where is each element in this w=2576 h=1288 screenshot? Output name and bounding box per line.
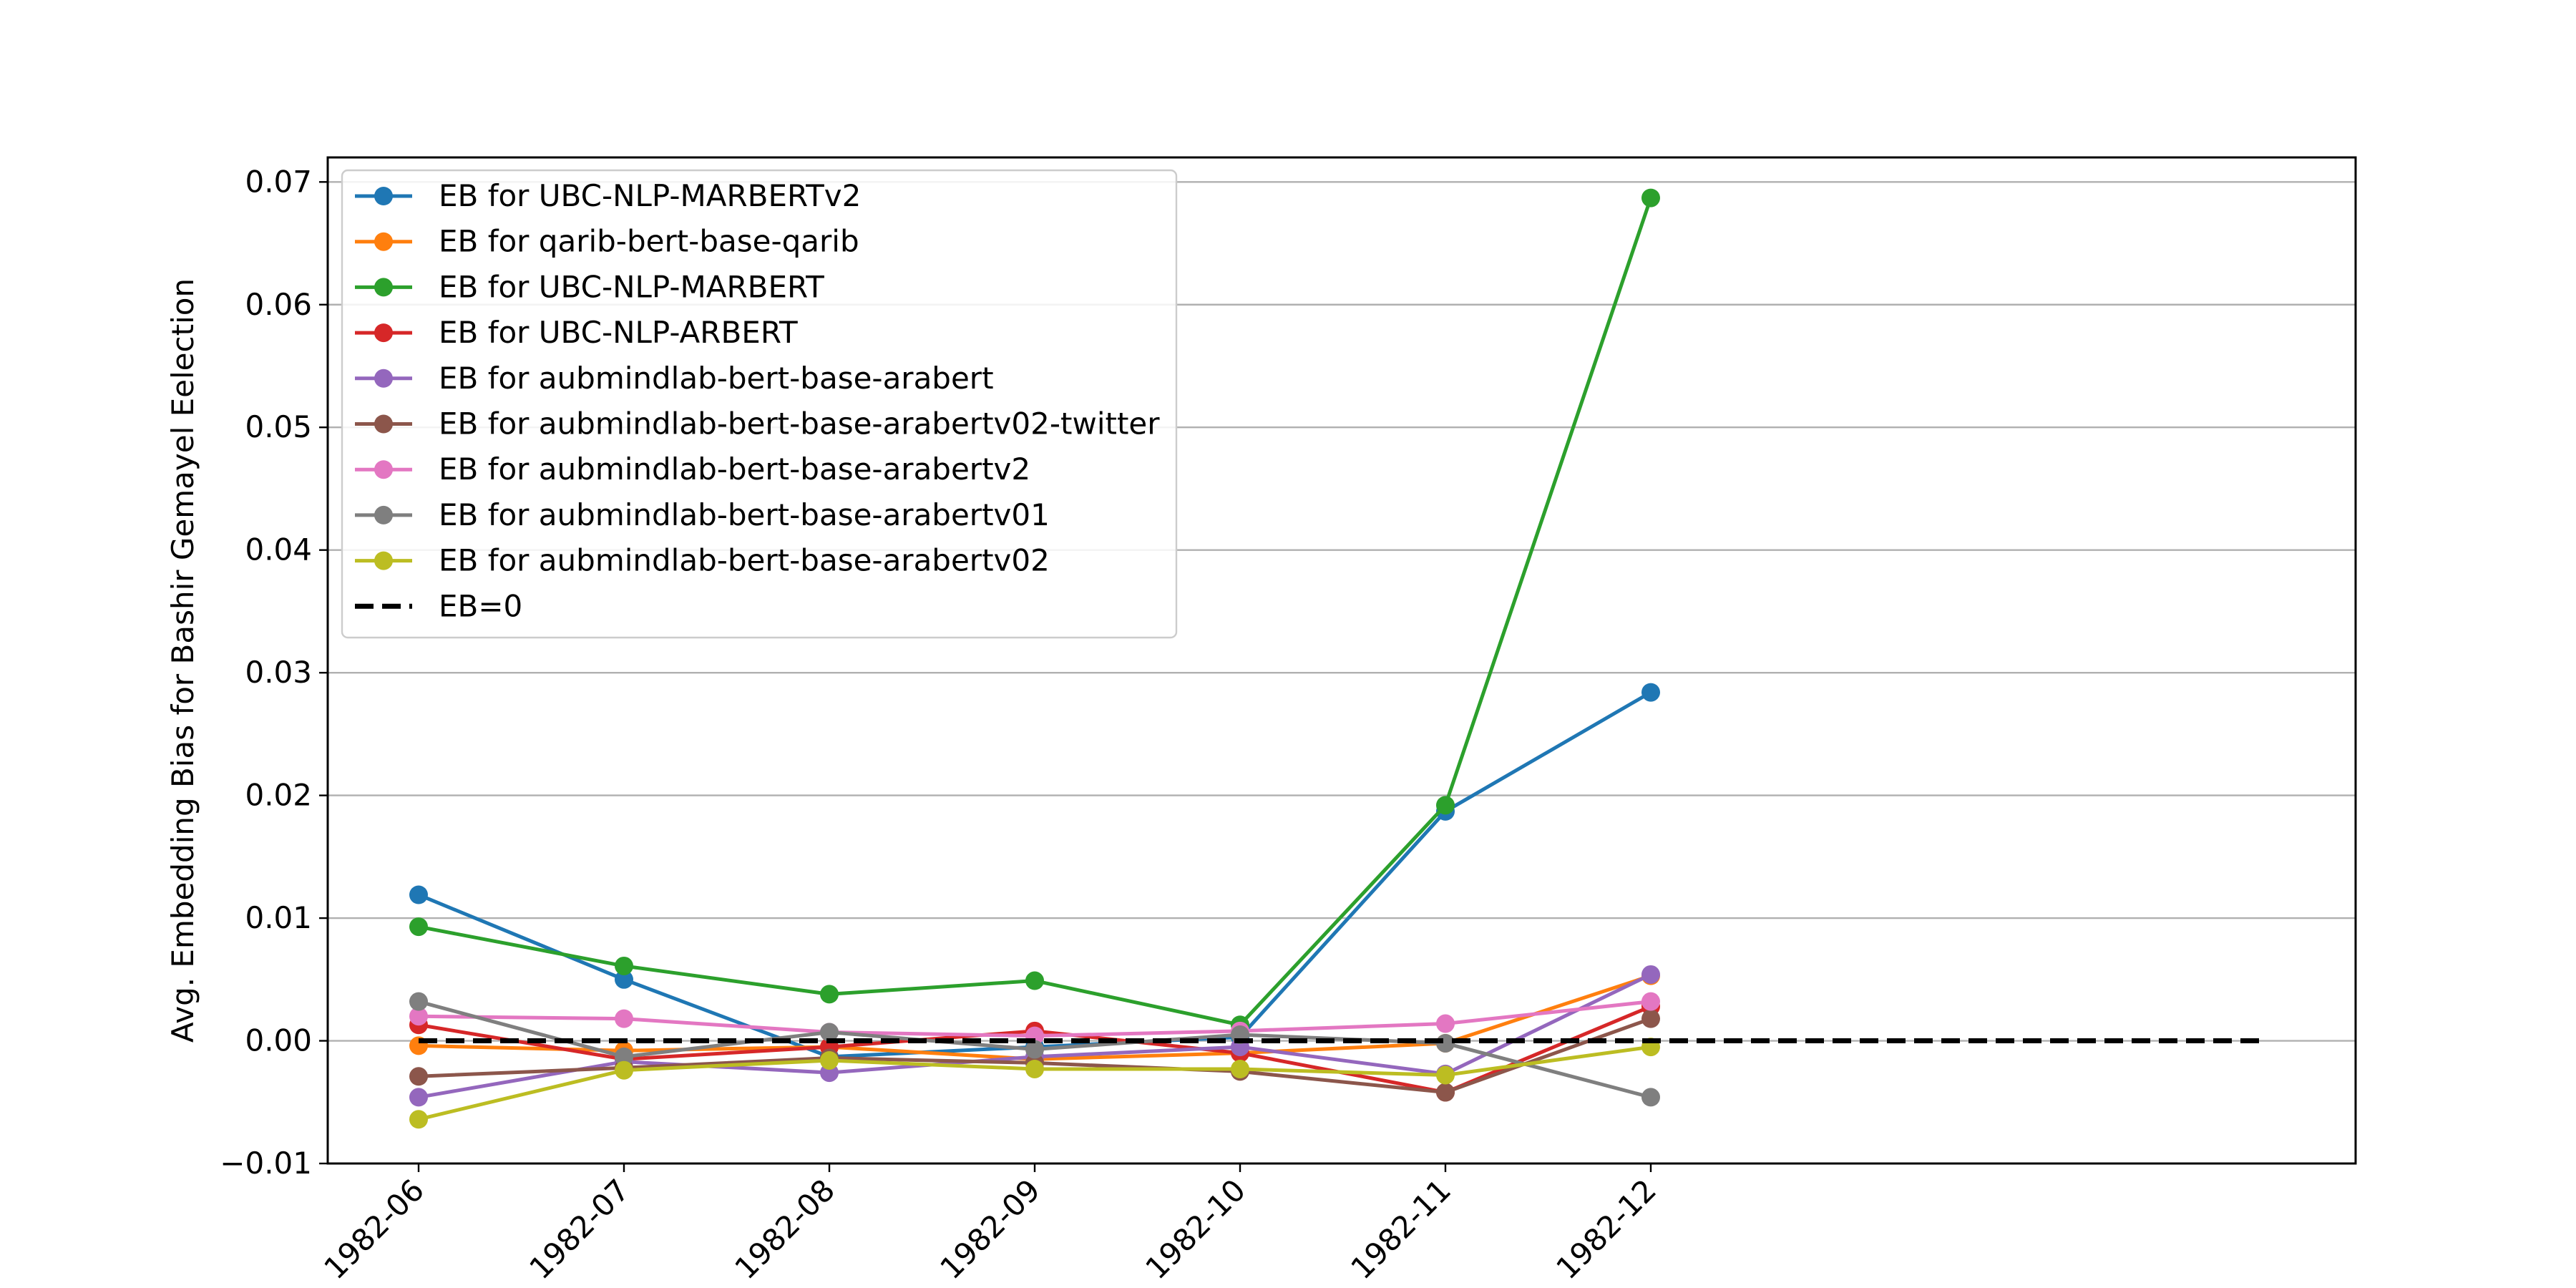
data-point (409, 1007, 428, 1026)
data-point (1641, 1009, 1660, 1028)
y-tick-label: 0.00 (245, 1023, 312, 1058)
data-point (615, 970, 633, 989)
data-point (409, 1110, 428, 1129)
data-point (409, 1088, 428, 1107)
legend-marker (374, 505, 393, 525)
legend-marker (374, 278, 393, 297)
data-point (615, 1009, 633, 1028)
legend-marker (374, 323, 393, 343)
data-point (1025, 971, 1044, 990)
legend-label: EB=0 (439, 588, 522, 623)
data-point (409, 917, 428, 937)
legend-entry: EB for aubmindlab-bert-base-arabertv02 (355, 543, 1050, 578)
legend-marker (374, 369, 393, 388)
legend-entry: EB for aubmindlab-bert-base-arabert (355, 361, 994, 396)
legend-label: EB for UBC-NLP-MARBERTv2 (439, 178, 861, 213)
data-point (1641, 992, 1660, 1011)
data-point (1436, 796, 1455, 815)
series-9 (409, 1038, 1660, 1129)
legend-entry: EB for UBC-NLP-ARBERT (355, 315, 798, 350)
y-tick-label: −0.01 (220, 1146, 312, 1181)
legend-label: EB for aubmindlab-bert-base-arabertv02-t… (439, 406, 1160, 441)
data-point (820, 1023, 839, 1042)
y-tick-label: 0.05 (245, 409, 312, 444)
legend-label: EB for aubmindlab-bert-base-arabertv01 (439, 497, 1050, 532)
y-tick-label: 0.04 (245, 532, 312, 567)
legend-label: EB for aubmindlab-bert-base-arabertv2 (439, 452, 1030, 487)
legend-entry: EB for aubmindlab-bert-base-arabertv01 (355, 497, 1050, 532)
data-point (1025, 1040, 1044, 1059)
series-lines (409, 188, 1660, 1129)
legend-entry: EB=0 (355, 588, 522, 623)
series-3 (409, 188, 1660, 1035)
data-point (1436, 1065, 1455, 1085)
data-point (409, 885, 428, 904)
y-tick-label: 0.06 (245, 287, 312, 322)
legend: EB for UBC-NLP-MARBERTv2 EB for qarib-ber… (341, 169, 1178, 639)
data-point (1231, 1059, 1249, 1078)
data-point (1641, 1088, 1660, 1107)
data-point (1641, 188, 1660, 208)
data-point (615, 1047, 633, 1066)
data-point (1436, 1083, 1455, 1102)
data-point (409, 992, 428, 1011)
data-point (1641, 683, 1660, 702)
legend-marker (374, 551, 393, 570)
legend-entry: EB for qarib-bert-base-qarib (355, 224, 859, 259)
legend-entry: EB for aubmindlab-bert-base-arabertv2 (355, 452, 1030, 487)
legend-marker (374, 414, 393, 434)
legend-label: EB for qarib-bert-base-qarib (439, 224, 859, 259)
legend-entry: EB for UBC-NLP-MARBERT (355, 269, 824, 304)
y-tick-label: 0.02 (245, 778, 312, 813)
data-point (820, 985, 839, 1004)
legend-marker (374, 187, 393, 205)
data-point (820, 1050, 839, 1070)
data-point (1025, 1059, 1044, 1078)
legend-label: EB for UBC-NLP-MARBERT (439, 269, 824, 304)
legend-label: EB for aubmindlab-bert-base-arabertv02 (439, 543, 1050, 578)
y-axis: −0.01 0.00 0.01 0.02 0.03 0.04 0.05 0.06 0.07 (220, 164, 328, 1181)
plot-frame (326, 156, 2357, 1165)
data-point (1641, 965, 1660, 984)
data-point (615, 956, 633, 975)
y-tick-label: 0.01 (245, 900, 312, 935)
y-tick-label: 0.03 (245, 655, 312, 690)
legend-entry: EB for aubmindlab-bert-base-arabertv02-t… (355, 406, 1160, 441)
data-point (1436, 1014, 1455, 1033)
y-axis-label: Avg. Embedding Bias for Bashir Gemayel E… (165, 278, 200, 1043)
legend-entry: EB for UBC-NLP-MARBERTv2 (355, 178, 861, 213)
legend-marker (374, 232, 393, 251)
legend-box (341, 169, 1178, 639)
legend-label: EB for UBC-NLP-ARBERT (439, 315, 798, 350)
data-point (409, 1067, 428, 1086)
legend-marker (374, 460, 393, 479)
legend-label: EB for aubmindlab-bert-base-arabert (439, 361, 994, 396)
data-point (615, 1060, 633, 1080)
y-tick-label: 0.07 (245, 164, 312, 199)
